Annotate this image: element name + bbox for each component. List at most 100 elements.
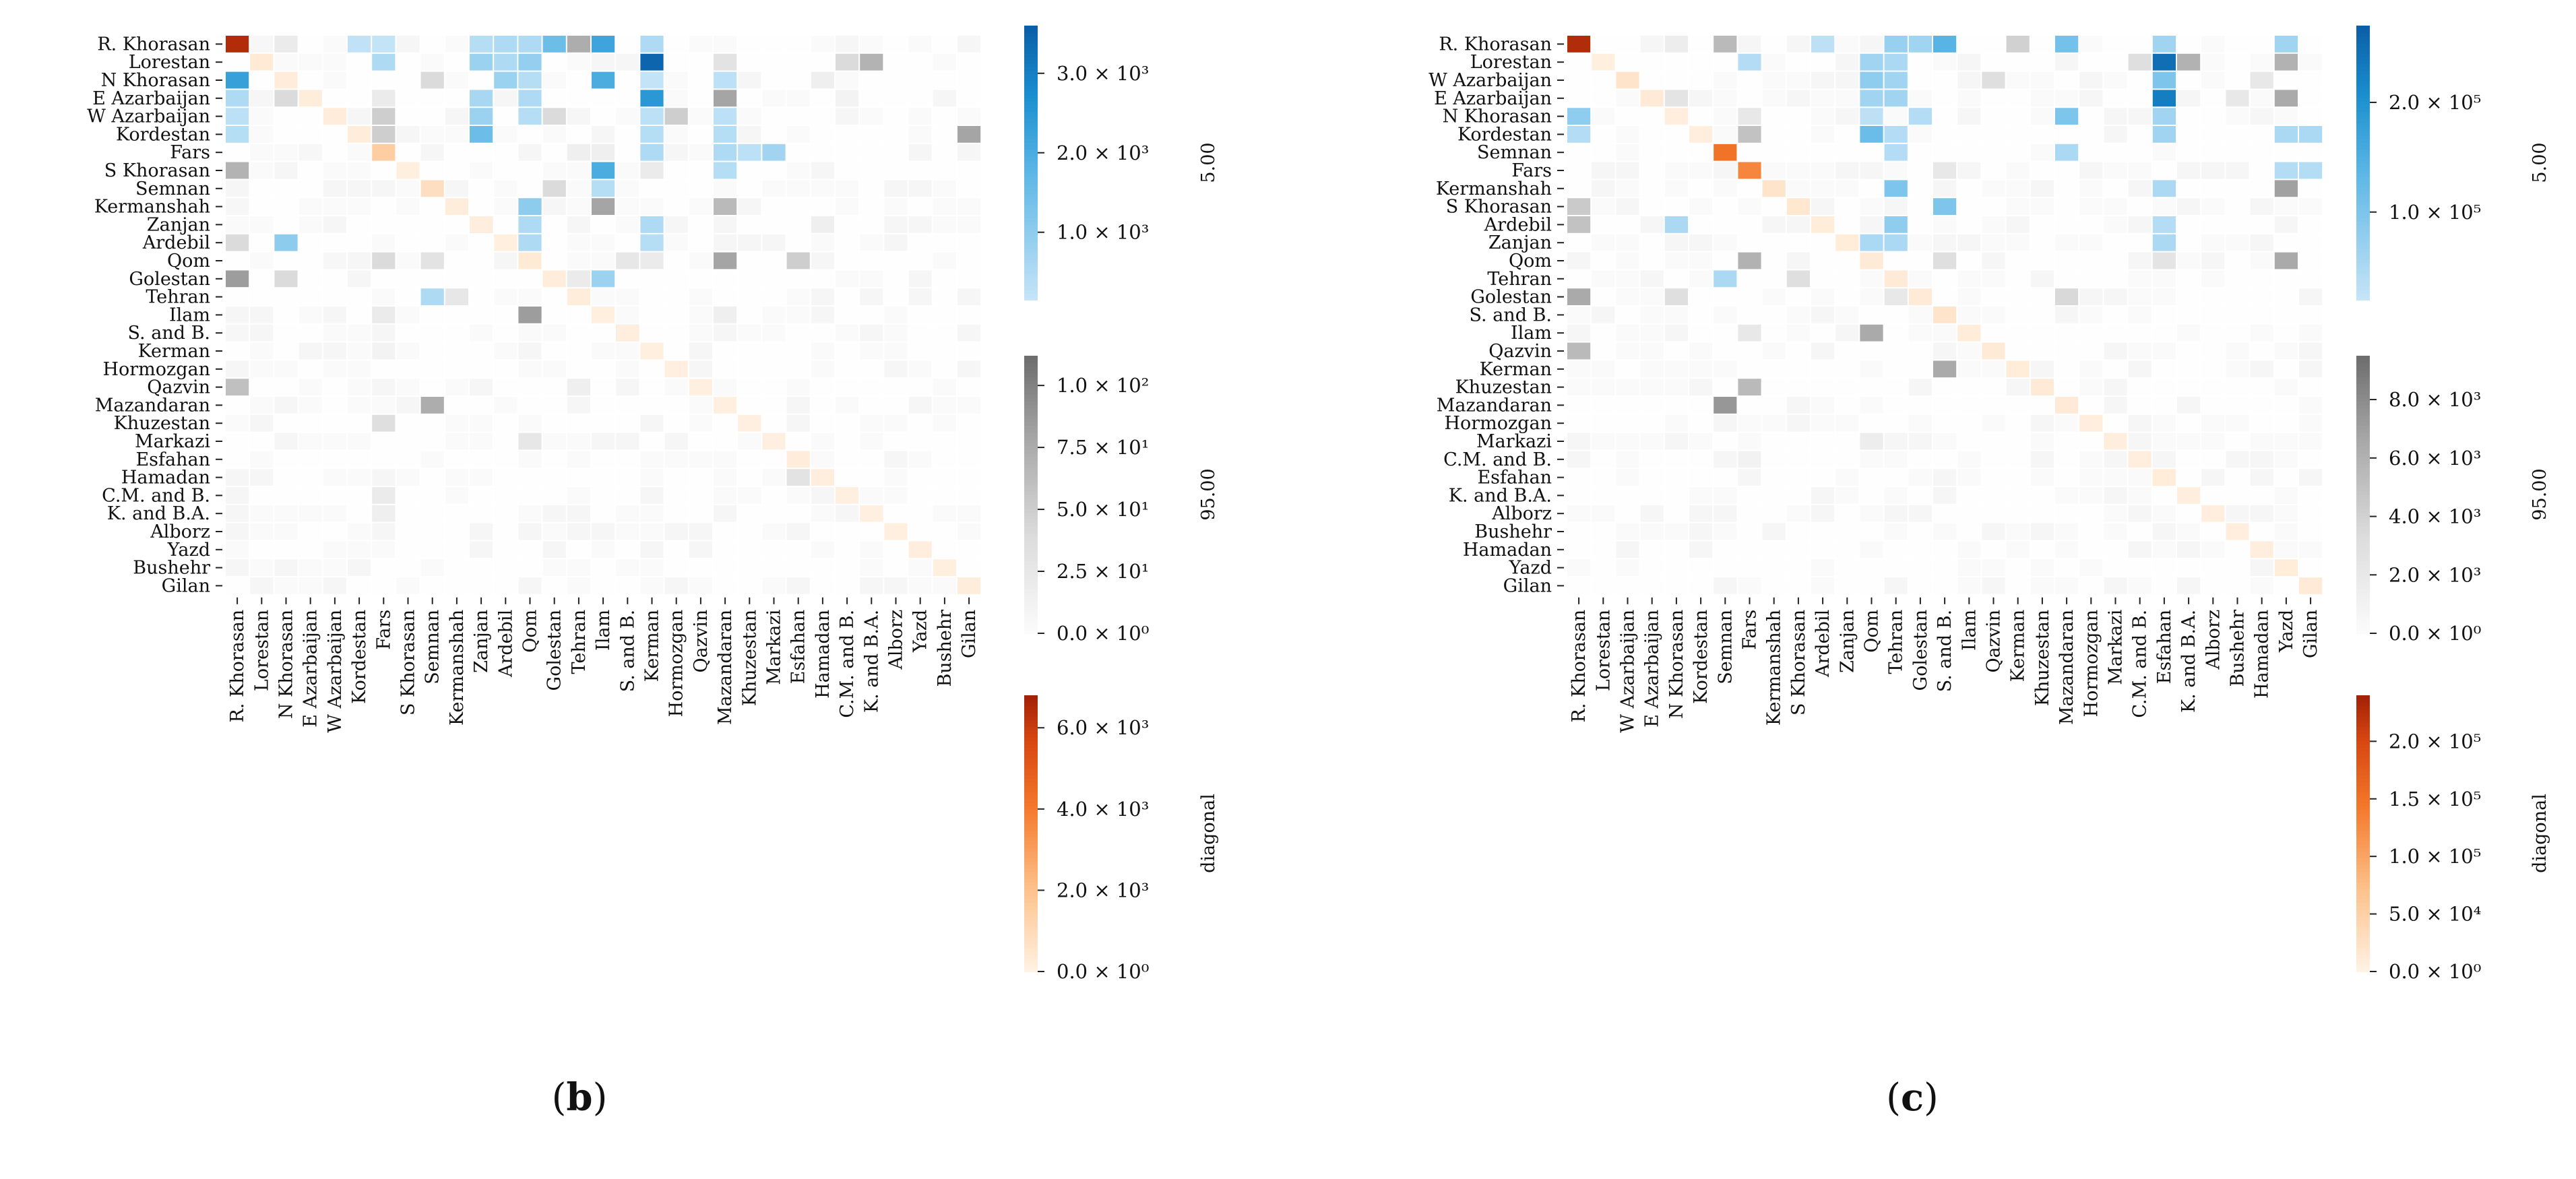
- heatmap-cell: [592, 90, 615, 107]
- heatmap-cell: [664, 53, 688, 71]
- heatmap-cell: [592, 53, 615, 71]
- heatmap-cell-diagonal: [811, 469, 834, 486]
- colorbar-segment: [2356, 577, 2370, 582]
- colorbar-segment: [1024, 736, 1038, 741]
- heatmap-cell: [1714, 307, 1737, 323]
- colorbar-segment: [1024, 97, 1038, 102]
- colorbar-segment: [2356, 480, 2370, 485]
- heatmap-cell: [2055, 487, 2079, 504]
- heatmap-cell-diagonal: [933, 559, 956, 576]
- heatmap-cell: [1908, 234, 1932, 251]
- heatmap-cell: [2177, 198, 2201, 215]
- heatmap-cell: [689, 126, 712, 143]
- heatmap-cell: [2128, 126, 2151, 143]
- colorbar-segment: [1024, 699, 1038, 703]
- heatmap-cell: [2055, 360, 2079, 378]
- heatmap-cell-blue: [518, 234, 542, 251]
- heatmap-cell: [908, 469, 932, 486]
- heatmap-cell: [957, 397, 981, 414]
- heatmap-cell-gray: [714, 307, 737, 323]
- heatmap-cell: [323, 324, 346, 342]
- x-axis-label: Kerman: [2008, 610, 2029, 682]
- heatmap-cell: [2006, 90, 2030, 107]
- colorbar-segment: [2356, 944, 2370, 949]
- colorbar-segment: [2356, 59, 2370, 64]
- heatmap-cell: [2079, 53, 2103, 71]
- heatmap-cell-gray: [2055, 288, 2079, 305]
- heatmap-cell: [1835, 541, 1859, 559]
- heatmap-cell: [1664, 451, 1688, 468]
- heatmap-cell: [1567, 144, 1591, 161]
- heatmap-cell: [738, 324, 761, 342]
- heatmap-cell: [933, 414, 956, 432]
- colorbar-label: 95.00: [1198, 468, 1219, 520]
- colorbar-segment: [2356, 847, 2370, 852]
- heatmap-cell: [2104, 487, 2127, 504]
- heatmap-cell: [1933, 577, 1957, 594]
- heatmap-cell: [348, 342, 371, 360]
- colorbar-segment: [1024, 169, 1038, 174]
- heatmap-cell: [1689, 307, 1713, 323]
- heatmap-cell: [616, 451, 639, 468]
- heatmap-cell: [420, 505, 444, 522]
- heatmap-cell: [1957, 108, 1981, 125]
- heatmap-cell: [957, 433, 981, 450]
- heatmap-cell: [2128, 198, 2151, 215]
- heatmap-cell: [1689, 288, 1713, 305]
- heatmap-cell: [1689, 180, 1713, 197]
- heatmap-cell: [884, 144, 908, 161]
- colorbar-segment: [2356, 162, 2370, 167]
- heatmap-cell: [2079, 487, 2103, 504]
- heatmap-cell: [1860, 414, 1883, 432]
- heatmap-cell: [1908, 577, 1932, 594]
- heatmap-cell: [860, 198, 883, 215]
- heatmap-cell: [226, 559, 249, 576]
- heatmap-cell-blue: [2152, 216, 2176, 233]
- heatmap-cell: [836, 126, 859, 143]
- heatmap-cell: [494, 144, 517, 161]
- heatmap-cell: [2104, 234, 2127, 251]
- heatmap-cell: [908, 324, 932, 342]
- heatmap-cell: [1786, 451, 1810, 468]
- heatmap-cell: [1835, 307, 1859, 323]
- heatmap-gray-cells: [1567, 36, 2298, 468]
- heatmap-cell: [1933, 487, 1957, 504]
- heatmap-cell: [1567, 487, 1591, 504]
- heatmap-cell: [542, 198, 566, 215]
- heatmap-cell: [1811, 126, 1835, 143]
- colorbar-segment: [1024, 470, 1038, 475]
- colorbar-segment: [1024, 296, 1038, 300]
- heatmap-cell: [542, 71, 566, 89]
- heatmap-cell: [494, 577, 517, 594]
- colorbar-segment: [1024, 234, 1038, 239]
- heatmap-cell: [714, 324, 737, 342]
- heatmap-cell: [494, 360, 517, 378]
- heatmap-cell: [1664, 541, 1688, 559]
- heatmap-cell: [2201, 71, 2225, 89]
- heatmap-cell: [1835, 324, 1859, 342]
- colorbar-segment: [2356, 536, 2370, 540]
- heatmap-cell: [908, 379, 932, 395]
- heatmap-cell-diagonal: [2030, 379, 2054, 395]
- heatmap-cell: [1738, 414, 1761, 432]
- y-axis-label: Alborz: [150, 521, 210, 542]
- heatmap-cell: [1908, 324, 1932, 342]
- heatmap-cell: [299, 288, 322, 305]
- heatmap-cell: [1811, 342, 1835, 360]
- colorbar-segment: [2356, 795, 2370, 800]
- colorbar-segment: [2356, 936, 2370, 941]
- heatmap-cell: [762, 71, 786, 89]
- heatmap-cell: [616, 414, 639, 432]
- heatmap-cell: [2030, 414, 2054, 432]
- heatmap-cell: [811, 397, 834, 414]
- colorbar-tick-label: 5.0 × 10¹: [1057, 498, 1149, 521]
- heatmap-cell-blue: [640, 216, 664, 233]
- colorbar-segment: [1024, 183, 1038, 188]
- heatmap-cell: [1908, 541, 1932, 559]
- heatmap-cell: [1738, 307, 1761, 323]
- colorbar-tick-label: 6.0 × 10³: [1057, 716, 1149, 739]
- heatmap-cell-blue: [1860, 234, 1883, 251]
- colorbar-segment: [1024, 187, 1038, 191]
- heatmap-cell: [738, 234, 761, 251]
- colorbar-segment: [1024, 933, 1038, 938]
